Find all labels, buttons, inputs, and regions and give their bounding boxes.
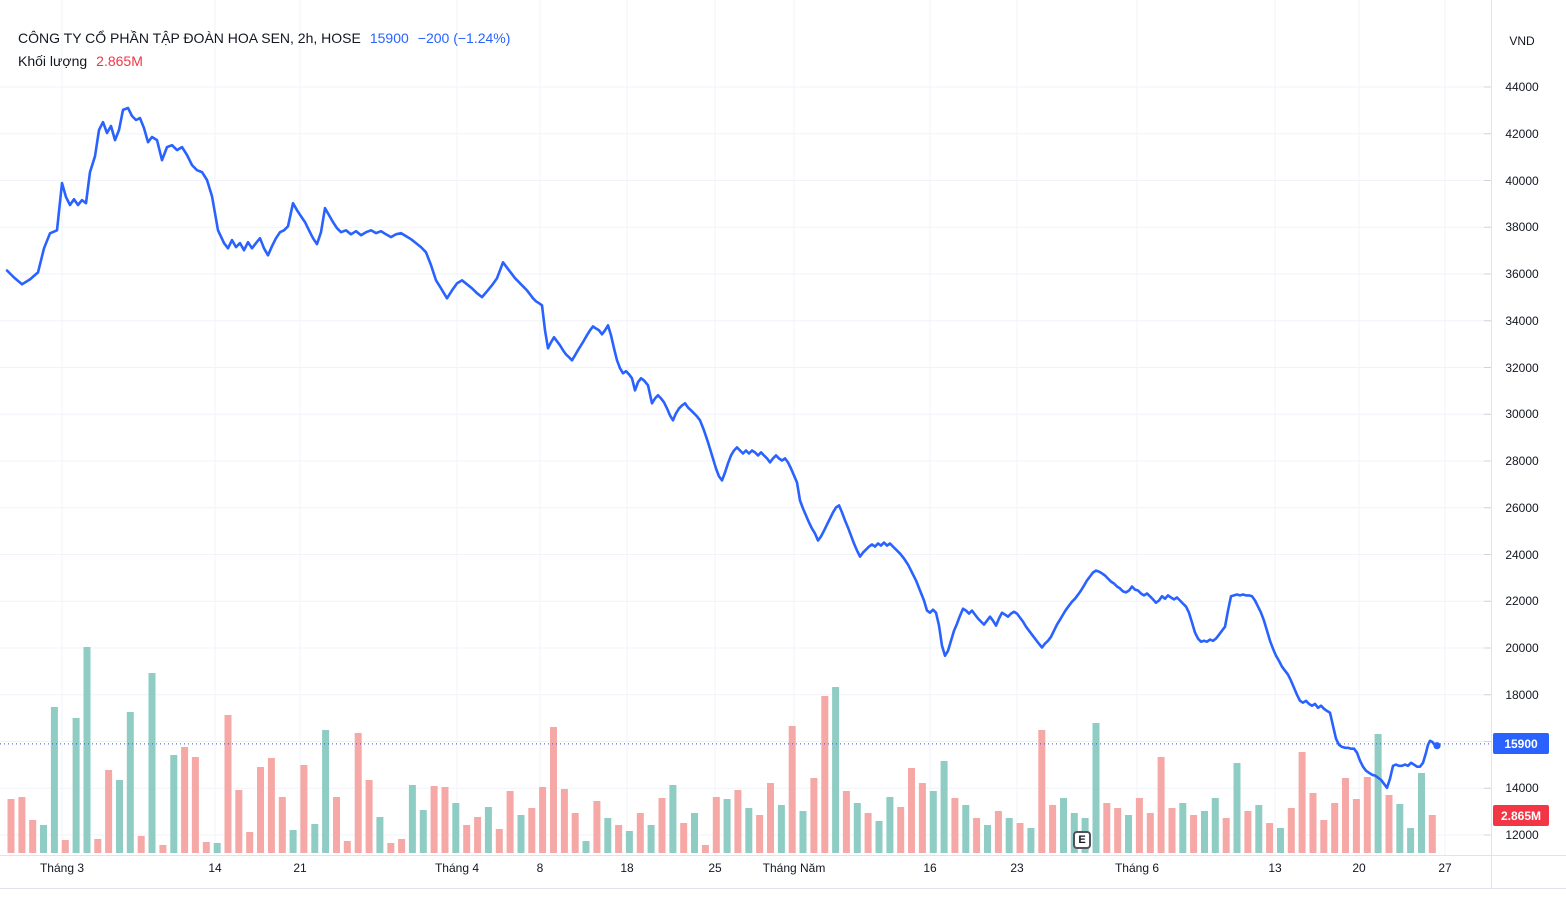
volume-badge: 2.865M bbox=[1493, 805, 1549, 826]
volume-bars bbox=[7, 647, 1436, 853]
volume-label[interactable]: Khối lượng bbox=[18, 53, 88, 69]
price-tick-label: 20000 bbox=[1505, 641, 1539, 655]
time-tick-label: 16 bbox=[923, 861, 937, 875]
price-tick-label: 36000 bbox=[1505, 267, 1539, 281]
time-scale[interactable]: Tháng 3 14 21 Tháng 4 8 18 25 Tháng Năm 16 23 Thán… bbox=[0, 855, 1491, 888]
time-tick-label: Tháng Năm bbox=[762, 861, 826, 875]
price-line-series bbox=[5, 106, 1439, 790]
currency-unit-label: VND bbox=[1509, 34, 1535, 48]
legend-row-volume: Khối lượng 2.865M bbox=[18, 53, 510, 69]
price-tick-label: 26000 bbox=[1505, 500, 1539, 515]
price-tick-label: 44000 bbox=[1505, 80, 1539, 94]
time-tick-label: Tháng 4 bbox=[434, 861, 480, 875]
axis-frame bbox=[0, 0, 1566, 889]
price-tick-label: 40000 bbox=[1505, 173, 1539, 188]
price-tick-label: 12000 bbox=[1505, 828, 1539, 842]
time-tick-label: 21 bbox=[293, 861, 307, 875]
price-tick-label: 22000 bbox=[1505, 594, 1539, 609]
last-price-badge: 15900 bbox=[1493, 733, 1549, 755]
time-tick-label: Tháng 6 bbox=[1114, 861, 1160, 875]
price-tick-label: 18000 bbox=[1505, 687, 1539, 702]
time-tick-label: 25 bbox=[708, 861, 722, 875]
time-tick-label: 18 bbox=[620, 861, 634, 875]
price-tick-label: 34000 bbox=[1505, 313, 1539, 328]
legend-row-symbol: CÔNG TY CỔ PHẦN TẬP ĐOÀN HOA SEN, 2h, HO… bbox=[18, 30, 510, 46]
time-tick-label: 8 bbox=[536, 861, 544, 875]
earnings-marker[interactable]: E bbox=[1073, 831, 1091, 849]
price-tick-label: 38000 bbox=[1505, 220, 1539, 235]
time-tick-label: 20 bbox=[1352, 861, 1366, 875]
volume-value: 2.865M bbox=[96, 53, 143, 69]
time-tick-label: 14 bbox=[208, 861, 222, 875]
price-change-value: −200 (−1.24%) bbox=[417, 30, 511, 46]
symbol-legend: CÔNG TY CỔ PHẦN TẬP ĐOÀN HOA SEN, 2h, HO… bbox=[18, 30, 510, 69]
price-scale[interactable]: VND 15900 2.865M 44000 42000 40000 38000 360… bbox=[1491, 0, 1566, 888]
price-tick-label: 24000 bbox=[1505, 547, 1539, 562]
price-tick-label: 30000 bbox=[1505, 407, 1539, 422]
price-tick-label: 32000 bbox=[1505, 360, 1539, 375]
gridlines bbox=[0, 0, 1491, 855]
price-tick-label: 14000 bbox=[1505, 781, 1539, 796]
time-tick-label: Tháng 3 bbox=[39, 861, 85, 875]
price-tick-label: 42000 bbox=[1505, 126, 1539, 141]
last-price-dot bbox=[1433, 742, 1441, 750]
symbol-title[interactable]: CÔNG TY CỔ PHẦN TẬP ĐOÀN HOA SEN, 2h, HO… bbox=[18, 30, 361, 46]
time-tick-label: 13 bbox=[1268, 861, 1282, 875]
time-tick-label: 23 bbox=[1010, 861, 1024, 875]
last-price-value: 15900 bbox=[369, 30, 409, 46]
time-tick-label: 27 bbox=[1438, 861, 1452, 875]
price-tick-label: 28000 bbox=[1505, 454, 1539, 468]
